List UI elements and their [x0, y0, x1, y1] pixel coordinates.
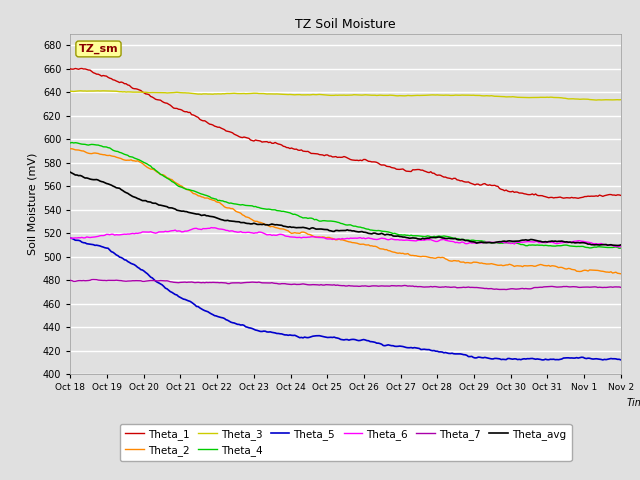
- Theta_7: [488, 286, 495, 291]
- Theta_2: [237, 210, 244, 216]
- Theta_avg: [497, 239, 505, 245]
- Text: Time: Time: [627, 398, 640, 408]
- Theta_6: [67, 235, 74, 241]
- Theta_5: [617, 357, 625, 363]
- Theta_3: [371, 92, 379, 98]
- Theta_4: [371, 228, 379, 233]
- Theta_6: [78, 235, 86, 240]
- Theta_1: [488, 182, 495, 188]
- Theta_avg: [237, 220, 244, 226]
- Theta_4: [617, 245, 625, 251]
- Theta_6: [615, 244, 623, 250]
- Theta_5: [237, 322, 244, 328]
- Line: Theta_3: Theta_3: [70, 91, 621, 100]
- Theta_5: [370, 339, 378, 345]
- Theta_7: [78, 278, 86, 284]
- Theta_4: [239, 202, 246, 207]
- Theta_2: [497, 262, 505, 268]
- Line: Theta_1: Theta_1: [70, 69, 621, 198]
- Theta_7: [90, 276, 97, 282]
- Theta_3: [593, 97, 600, 103]
- Theta_5: [538, 357, 546, 363]
- Theta_4: [67, 140, 74, 146]
- Theta_3: [76, 88, 84, 94]
- Theta_1: [499, 187, 507, 192]
- Theta_avg: [67, 169, 74, 175]
- Theta_2: [504, 262, 511, 268]
- Line: Theta_7: Theta_7: [70, 279, 621, 289]
- Theta_6: [506, 240, 513, 246]
- Theta_1: [67, 66, 74, 72]
- Line: Theta_4: Theta_4: [70, 143, 621, 248]
- Theta_7: [499, 287, 507, 292]
- Theta_avg: [78, 173, 86, 179]
- Theta_6: [239, 229, 246, 235]
- Line: Theta_5: Theta_5: [70, 238, 621, 360]
- Theta_5: [486, 356, 493, 361]
- Line: Theta_2: Theta_2: [70, 149, 621, 274]
- Theta_4: [488, 240, 495, 246]
- Theta_avg: [617, 242, 625, 248]
- Theta_7: [371, 283, 379, 289]
- Theta_7: [508, 286, 515, 292]
- Theta_3: [67, 88, 74, 94]
- Theta_2: [78, 148, 86, 154]
- Theta_3: [617, 97, 625, 103]
- Theta_avg: [614, 242, 621, 248]
- Theta_3: [499, 94, 507, 99]
- Theta_4: [68, 140, 76, 145]
- Theta_1: [574, 195, 582, 201]
- Theta_6: [488, 240, 495, 245]
- Theta_6: [207, 225, 215, 230]
- Theta_5: [497, 357, 505, 362]
- Theta_2: [486, 261, 493, 267]
- Theta_avg: [504, 238, 511, 244]
- Theta_7: [67, 277, 74, 283]
- Theta_6: [499, 239, 507, 245]
- Theta_2: [370, 243, 378, 249]
- Theta_1: [239, 135, 246, 141]
- Theta_7: [617, 285, 625, 290]
- Y-axis label: Soil Moisture (mV): Soil Moisture (mV): [27, 153, 37, 255]
- Theta_6: [617, 244, 625, 250]
- Text: TZ_sm: TZ_sm: [79, 44, 118, 54]
- Theta_5: [67, 235, 74, 241]
- Line: Theta_avg: Theta_avg: [70, 172, 621, 245]
- Legend: Theta_1, Theta_2, Theta_3, Theta_4, Theta_5, Theta_6, Theta_7, Theta_avg: Theta_1, Theta_2, Theta_3, Theta_4, Thet…: [120, 424, 572, 461]
- Theta_1: [617, 192, 625, 198]
- Theta_3: [239, 91, 246, 96]
- Theta_7: [239, 280, 246, 286]
- Theta_2: [67, 146, 74, 152]
- Theta_4: [506, 240, 513, 246]
- Line: Theta_6: Theta_6: [70, 228, 621, 247]
- Theta_avg: [486, 240, 493, 245]
- Theta_1: [79, 66, 87, 72]
- Theta_5: [504, 356, 511, 361]
- Theta_avg: [370, 230, 378, 236]
- Theta_3: [79, 88, 87, 94]
- Theta_4: [499, 240, 507, 246]
- Theta_1: [506, 189, 513, 194]
- Theta_5: [78, 240, 86, 245]
- Theta_4: [79, 142, 87, 147]
- Theta_4: [615, 245, 623, 251]
- Title: TZ Soil Moisture: TZ Soil Moisture: [295, 18, 396, 31]
- Theta_3: [506, 94, 513, 100]
- Theta_6: [371, 237, 379, 242]
- Theta_7: [502, 287, 510, 292]
- Theta_1: [78, 66, 86, 72]
- Theta_3: [488, 93, 495, 98]
- Theta_1: [371, 159, 379, 165]
- Theta_2: [617, 271, 625, 276]
